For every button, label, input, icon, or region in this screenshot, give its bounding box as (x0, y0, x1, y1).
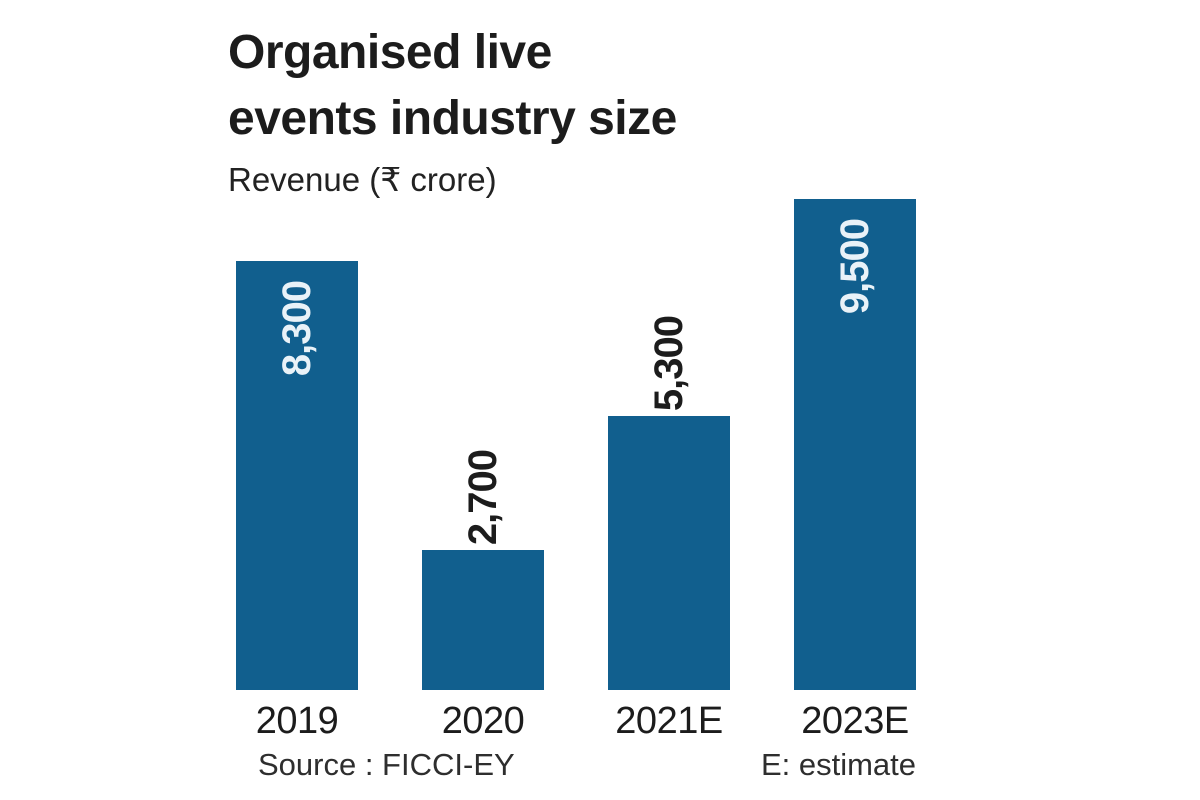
chart-title-line1: Organised live (228, 26, 552, 79)
bar-2021E (608, 416, 730, 690)
estimate-note: E: estimate (760, 747, 916, 782)
bar-2023E (794, 199, 916, 690)
x-axis-label-2023E: 2023E (801, 700, 909, 742)
source-note: Source : FICCI-EY (258, 747, 515, 782)
bar-2019 (236, 261, 358, 690)
chart-subtitle: Revenue (₹ crore) (228, 161, 497, 198)
chart-title: Organised live events industry size (228, 20, 677, 152)
bar-value-label: 9,500 (833, 219, 877, 315)
bar-value-label: 8,300 (275, 281, 319, 377)
chart-title-line2: events industry size (228, 92, 677, 145)
x-axis-label-2020: 2020 (441, 700, 525, 742)
bar-value-label: 5,300 (647, 315, 691, 411)
bar-value-label: 2,700 (461, 449, 505, 545)
bar-2020 (422, 550, 544, 690)
x-axis-label-2021E: 2021E (615, 700, 723, 742)
x-axis-label-2019: 2019 (255, 700, 339, 742)
